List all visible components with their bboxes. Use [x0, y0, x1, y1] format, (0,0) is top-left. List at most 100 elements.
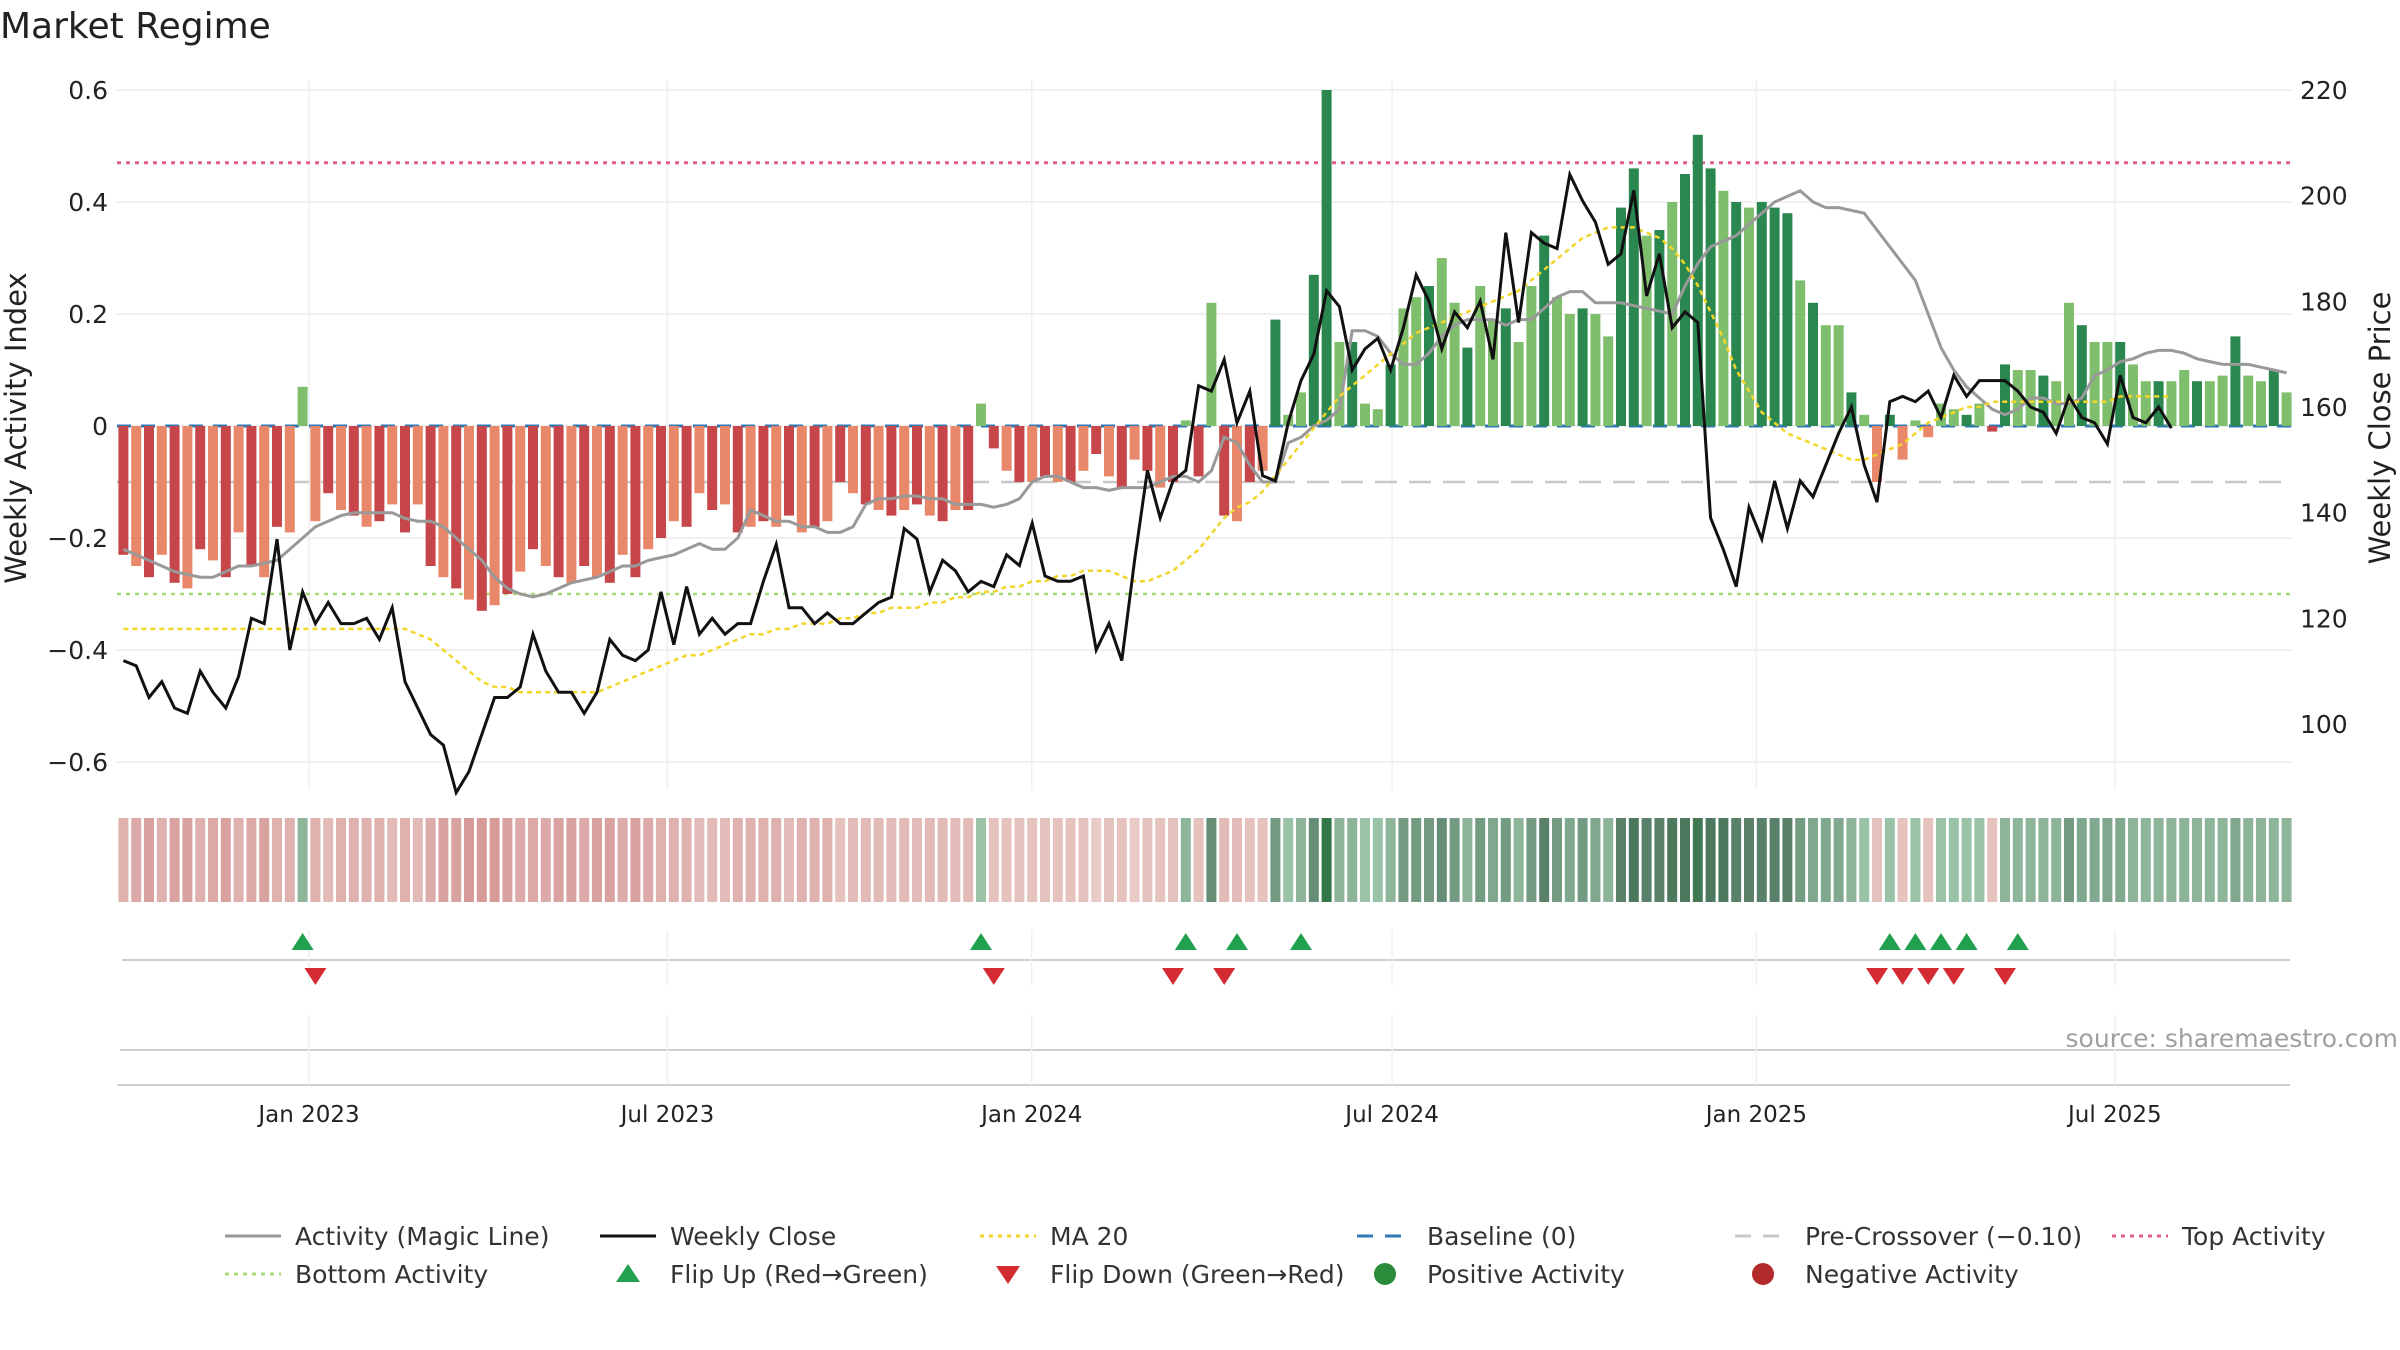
legend-label: Flip Down (Green→Red)	[1050, 1260, 1345, 1289]
regime-cell	[1872, 818, 1882, 902]
activity-bar	[1104, 426, 1114, 477]
activity-bar	[1820, 325, 1831, 426]
regime-cell	[937, 818, 948, 902]
activity-bar	[1769, 207, 1780, 426]
regime-strip	[118, 818, 2292, 902]
regime-cell	[809, 818, 820, 902]
regime-cell	[835, 818, 846, 902]
activity-bar	[1795, 280, 1806, 426]
activity-bar	[1065, 426, 1076, 482]
activity-bar	[809, 426, 820, 527]
regime-cell	[1219, 818, 1230, 902]
legend-swatch	[1752, 1263, 1774, 1285]
flip-down-marker	[304, 968, 327, 985]
x-tick-label: Jan 2024	[979, 1102, 1082, 1128]
legend-label: Top Activity	[2181, 1222, 2326, 1251]
activity-bar	[745, 426, 756, 527]
activity-bar	[848, 426, 858, 494]
regime-cell	[1756, 818, 1767, 902]
activity-bar	[924, 426, 935, 516]
flip-up-marker	[1290, 933, 1312, 950]
activity-bar	[1206, 302, 1217, 426]
regime-cell	[1142, 818, 1153, 902]
flip-up-marker	[291, 933, 314, 950]
regime-cell	[246, 818, 257, 902]
regime-cell	[758, 818, 769, 902]
regime-cell	[1526, 818, 1537, 902]
activity-bar	[2153, 381, 2164, 426]
regime-cell	[284, 818, 295, 902]
regime-cell	[988, 818, 999, 902]
y2-tick-label: 140	[2300, 499, 2348, 528]
regime-cell	[2012, 818, 2023, 902]
flip-markers	[122, 930, 2290, 985]
regime-cell	[1014, 818, 1025, 902]
regime-cell	[707, 818, 718, 902]
regime-cell	[643, 818, 654, 902]
regime-cell	[886, 818, 897, 902]
regime-cell	[1987, 818, 1998, 902]
legend-label: Baseline (0)	[1427, 1222, 1576, 1251]
activity-bar	[1257, 426, 1268, 471]
activity-bar	[1859, 414, 1870, 426]
activity-bar	[400, 426, 410, 533]
regime-cell	[412, 818, 423, 902]
legend-label: Activity (Magic Line)	[295, 1222, 549, 1251]
y2-tick-label: 160	[2300, 393, 2348, 422]
activity-bar	[899, 426, 910, 510]
activity-bar	[630, 426, 641, 578]
regime-cell	[1616, 818, 1626, 902]
activity-bar	[259, 426, 270, 578]
activity-bar	[822, 426, 833, 522]
activity-bar	[2217, 375, 2228, 426]
legend-label: MA 20	[1050, 1222, 1128, 1251]
regime-cell	[1436, 818, 1447, 902]
regime-cell	[2128, 818, 2138, 902]
regime-cell	[220, 818, 231, 902]
activity-bar	[1436, 258, 1447, 426]
flip-up-marker	[1226, 933, 1248, 950]
regime-cell	[1552, 818, 1562, 902]
regime-cell	[1936, 818, 1946, 902]
y2-tick-label: 220	[2300, 76, 2348, 105]
regime-cell	[118, 818, 129, 902]
regime-cell	[1296, 818, 1306, 902]
activity-bar	[796, 426, 807, 533]
regime-cell	[1129, 818, 1140, 902]
activity-bar	[2230, 336, 2241, 426]
activity-bar	[1974, 403, 1985, 426]
flip-down-marker	[1162, 968, 1184, 985]
regime-cell	[1961, 818, 1972, 902]
regime-cell	[2000, 818, 2010, 902]
regime-cell	[1564, 818, 1575, 902]
regime-cell	[1654, 818, 1665, 902]
regime-cell	[1001, 818, 1012, 902]
activity-bar	[1705, 168, 1716, 426]
activity-bar	[1756, 202, 1767, 426]
activity-bar	[1513, 342, 1524, 426]
regime-cell	[336, 818, 346, 902]
activity-bar	[707, 426, 718, 510]
regime-cell	[1385, 818, 1396, 902]
activity-bar	[1948, 409, 1959, 426]
regime-cell	[259, 818, 270, 902]
source-label: source: sharemaestro.com	[2066, 1024, 2399, 1053]
regime-cell	[1091, 818, 1102, 902]
activity-bar	[2179, 370, 2190, 426]
legend-item: Pre-Crossover (−0.10)	[1735, 1222, 2082, 1251]
regime-cell	[1116, 818, 1127, 902]
regime-cell	[1180, 818, 1191, 902]
regime-cell	[2179, 818, 2190, 902]
regime-cell	[1603, 818, 1614, 902]
activity-bar	[208, 426, 218, 561]
x-tick-label: Jan 2025	[1704, 1102, 1807, 1128]
regime-cell	[1539, 818, 1550, 902]
regime-cell	[771, 818, 782, 902]
activity-bar	[528, 426, 538, 550]
regime-cell	[1808, 818, 1818, 902]
y-tick-label: −0.4	[47, 636, 108, 665]
flip-up-marker	[970, 933, 992, 950]
regime-cell	[1193, 818, 1204, 902]
regime-cell	[1334, 818, 1345, 902]
